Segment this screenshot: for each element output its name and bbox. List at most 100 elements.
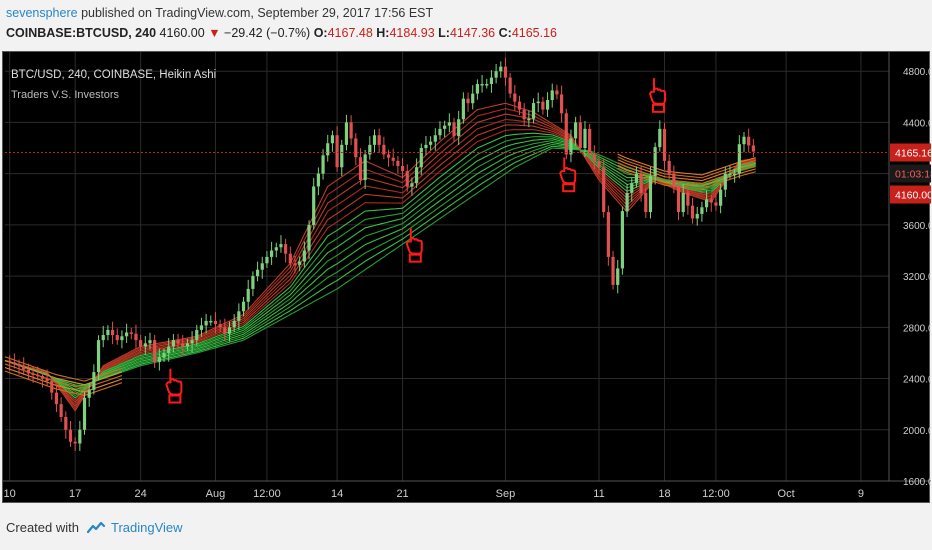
candle-down <box>293 263 297 265</box>
x-tick-label: 18 <box>658 488 670 500</box>
candle-up <box>447 122 451 126</box>
candle-up <box>246 288 250 302</box>
candle-down <box>54 392 59 405</box>
candle-up <box>78 429 82 444</box>
tradingview-logo-icon <box>86 521 105 533</box>
candle-up <box>485 84 489 86</box>
ribbon-orange-line <box>4 356 123 382</box>
candle-up <box>620 211 624 269</box>
price-chart[interactable]: 1600.00 2000.00 2400.00 2800.00 3200.00 3600.… <box>3 52 931 504</box>
candle-down <box>218 324 222 328</box>
candle-down <box>153 340 157 362</box>
chart-panel[interactable]: 1600.00 2000.00 2400.00 2800.00 3200.00 3600.… <box>2 51 931 504</box>
candle-up <box>237 311 241 321</box>
candle-up <box>209 320 213 323</box>
candle-down <box>129 332 133 334</box>
candle-up <box>307 224 311 251</box>
candle-down <box>386 154 391 158</box>
candle-up <box>527 118 531 121</box>
candle-down <box>517 101 522 110</box>
candle-up <box>87 389 91 398</box>
candle-down <box>709 199 713 203</box>
candle-down <box>606 212 610 257</box>
candle-up <box>695 213 699 219</box>
candle-up <box>125 332 129 337</box>
ribbon-orange-line <box>4 366 123 393</box>
hand-pointer-icon <box>165 368 183 404</box>
candle-up <box>438 128 442 136</box>
candle-down <box>522 109 526 120</box>
x-tick-label: 21 <box>396 488 408 500</box>
candle-up <box>471 93 475 104</box>
trader-ma-line <box>4 102 756 412</box>
last-price-tag-bg <box>890 185 931 204</box>
x-tick-label: 12:00 <box>702 488 730 500</box>
candle-up <box>255 269 260 277</box>
candle-up <box>279 244 283 248</box>
candle-up <box>704 199 709 208</box>
candle-up <box>101 335 105 341</box>
candle-up <box>419 148 423 168</box>
candle-up <box>653 147 657 177</box>
x-tick-label: 24 <box>135 488 147 500</box>
candle-up <box>489 77 494 85</box>
ribbon-orange-line <box>617 156 756 179</box>
chart-title: BTC/USD, 240, COINBASE, Heikin Ashi <box>11 69 216 81</box>
candle-up <box>742 136 746 145</box>
candle-up <box>265 256 269 264</box>
candle-up <box>190 340 194 344</box>
candle-up <box>270 250 274 257</box>
ribbon-orange-line <box>4 363 123 389</box>
candle-up <box>232 320 236 328</box>
candle-up <box>274 247 278 251</box>
candle-up <box>410 183 414 187</box>
publish-info: sevensphere published on TradingView.com… <box>6 6 433 20</box>
candle-down <box>592 154 596 161</box>
candle-up <box>148 340 152 344</box>
down-arrow-icon: ▼ <box>208 26 221 40</box>
y-tick-label: 2000.00 <box>903 426 931 437</box>
x-tick-label: 9 <box>858 488 864 500</box>
candle-up <box>574 122 578 139</box>
author-link[interactable]: sevensphere <box>6 6 78 20</box>
candle-up <box>424 144 428 149</box>
candle-down <box>559 94 564 114</box>
candle-down <box>284 244 288 254</box>
candle-up <box>480 84 484 86</box>
candle-up <box>658 128 662 148</box>
candle-up <box>157 357 161 362</box>
candle-up <box>616 268 620 285</box>
y-tick-label: 1600.00 <box>903 477 931 488</box>
candle-up <box>433 135 437 142</box>
candle-down <box>452 122 456 137</box>
hand-pointer-icon <box>559 157 577 193</box>
candle-up <box>167 346 171 353</box>
candle-down <box>22 365 26 370</box>
candle-down <box>513 93 517 102</box>
candle-down <box>508 77 512 94</box>
candle-up <box>204 320 208 326</box>
countdown-tag-bg <box>890 164 931 183</box>
last-price: 4160.00 <box>159 26 205 40</box>
investor-ma-line <box>4 143 756 388</box>
indicator-name: Traders V.S. Investors <box>11 89 120 101</box>
candle-up <box>461 98 465 120</box>
candle-up <box>443 125 447 129</box>
candle-down <box>611 256 615 285</box>
candle-down <box>139 340 143 347</box>
y-tick-label: 4800.00 <box>903 67 931 78</box>
candle-down <box>59 404 63 417</box>
x-tick-label: Oct <box>778 488 795 500</box>
candle-down <box>578 122 582 149</box>
tradingview-brand-link[interactable]: TradingView <box>110 520 183 535</box>
y-tick-label: 2400.00 <box>903 375 931 386</box>
candle-down <box>588 128 592 155</box>
candle-up <box>195 329 199 341</box>
candle-down <box>391 157 395 161</box>
candle-up <box>681 192 685 213</box>
y-tick-label: 2800.00 <box>903 323 931 334</box>
candle-up <box>330 135 335 144</box>
candle-up <box>340 144 344 168</box>
candle-up <box>700 207 704 214</box>
candle-up <box>368 144 372 155</box>
